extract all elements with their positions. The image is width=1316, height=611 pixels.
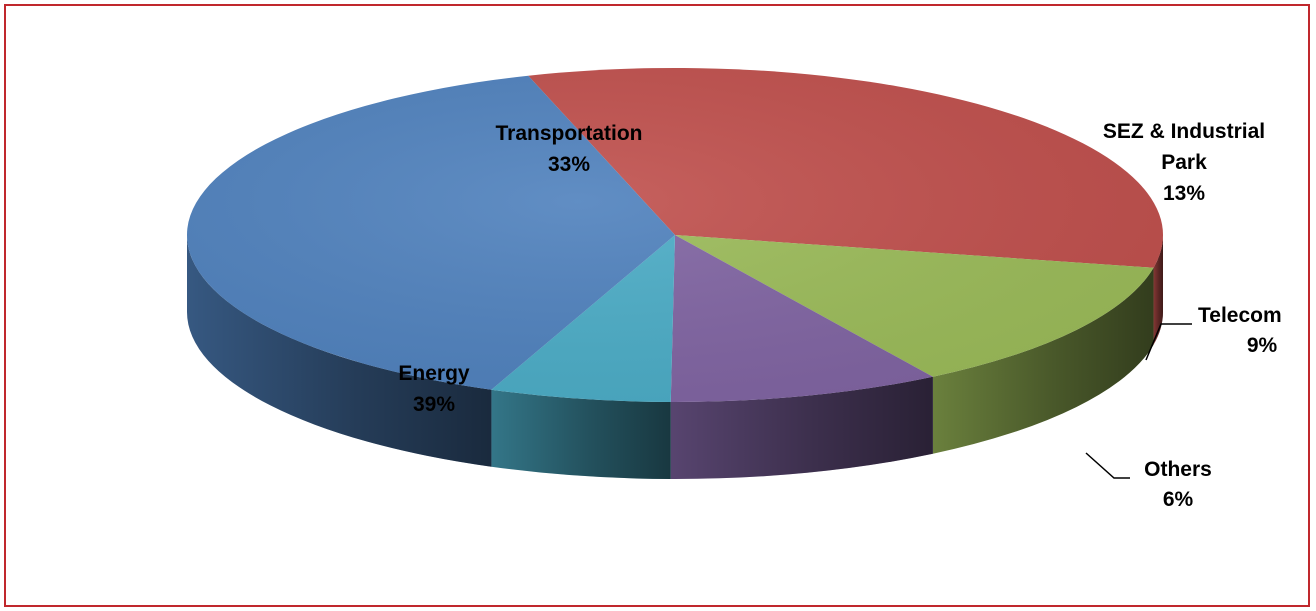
leader-line-telecom (1145, 323, 1192, 361)
pie-chart: Transportation 33% SEZ & Industrial Park… (186, 68, 1282, 511)
slice-label-sez-line1: SEZ & Industrial (1103, 120, 1265, 143)
pie-side-shade-sez-industrial-park (932, 267, 1154, 454)
pie-side-shade-energy (186, 235, 492, 467)
slice-label-energy: Energy (398, 362, 470, 385)
slice-value-transportation: 33% (548, 153, 590, 176)
slice-label-telecom: Telecom (1198, 304, 1282, 327)
slice-value-telecom: 9% (1247, 334, 1278, 357)
pie-side-shade-others (491, 389, 671, 479)
slice-label-sez-line2: Park (1161, 151, 1207, 174)
pie-side-shade-transportation (1153, 235, 1163, 345)
slice-label-others: Others (1144, 458, 1212, 481)
pie-side-shade-telecom (670, 376, 933, 480)
pie-top-gloss (187, 68, 1163, 402)
slice-label-transportation: Transportation (495, 122, 642, 145)
chart-frame: Transportation 33% SEZ & Industrial Park… (4, 4, 1310, 607)
leader-line-others (1085, 452, 1130, 479)
slice-value-energy: 39% (413, 393, 455, 416)
slice-value-sez: 13% (1163, 182, 1205, 205)
slice-value-others: 6% (1163, 488, 1194, 511)
